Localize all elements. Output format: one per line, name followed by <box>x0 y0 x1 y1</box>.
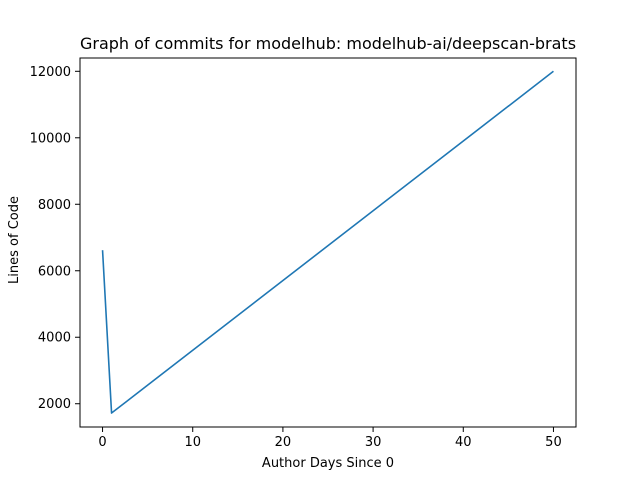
y-tick-label: 10000 <box>30 131 71 146</box>
plot-frame <box>79 57 577 428</box>
x-tick-label: 50 <box>545 435 562 450</box>
series-line-0 <box>101 70 554 414</box>
y-tick-label: 6000 <box>38 264 71 279</box>
y-tick-label: 2000 <box>38 397 71 412</box>
x-tick-label: 40 <box>455 435 472 450</box>
axis-ticks: 0 10 20 30 40 50 2000 4000 6000 8000 10000 12000 <box>30 65 562 450</box>
x-tick-label: 30 <box>365 435 382 450</box>
chart-title: Graph of commits for modelhub: modelhub-… <box>80 34 576 53</box>
x-tick-label: 10 <box>184 435 201 450</box>
y-tick-label: 4000 <box>38 331 71 346</box>
y-tick-label: 12000 <box>30 65 71 80</box>
x-axis-label: Author Days Since 0 <box>262 456 394 471</box>
plot-area <box>79 57 577 428</box>
x-tick-label: 20 <box>275 435 292 450</box>
y-axis-label: Lines of Code <box>7 196 22 284</box>
x-tick-label: 0 <box>98 435 106 450</box>
y-tick-label: 8000 <box>38 198 71 213</box>
